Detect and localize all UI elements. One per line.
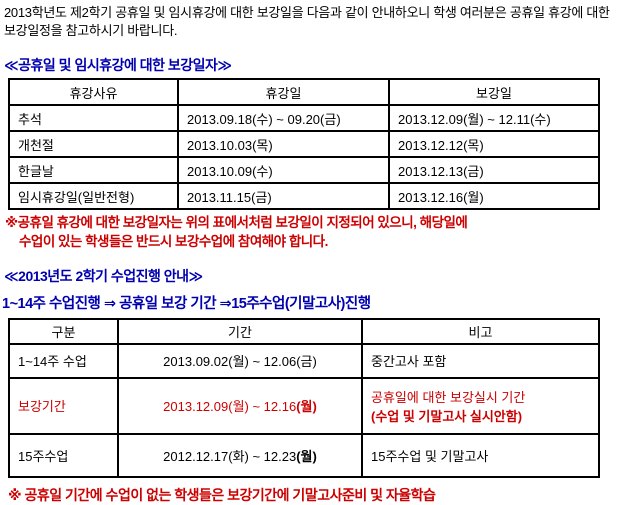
- section2-title: ≪2013년도 2학기 수업진행 안내≫: [4, 267, 203, 284]
- table-row-week15: 15주수업 2012.12.17(화) ~ 12.23(월) 15주수업 및 기…: [8, 432, 600, 478]
- cell-period: 2012.12.17(화) ~ 12.23(월): [117, 432, 363, 478]
- header-cancel-date: 휴강일: [177, 78, 390, 107]
- header-remarks: 비고: [361, 317, 600, 345]
- table-row-weeks1-14: 1~14주 수업 2013.09.02(월) ~ 12.06(금) 중간고사 포…: [8, 342, 600, 379]
- cell-remarks: 공휴일에 대한 보강실시 기간 (수업 및 기말고사 실시안함): [361, 376, 600, 435]
- cell-category: 보강기간: [8, 376, 119, 435]
- cell-reason: 한글날: [8, 156, 179, 185]
- intro-paragraph: 2013학년도 제2학기 공휴일 및 임시휴강에 대한 보강일을 다음과 같이 …: [4, 5, 610, 39]
- header-cancel-reason: 휴강사유: [8, 78, 179, 107]
- header-period: 기간: [117, 317, 363, 345]
- table-row-gaecheonjeol: 개천절 2013.10.03(목) 2013.12.12(목): [8, 130, 600, 159]
- makeup-notice-text: ※공휴일 휴강에 대한 보강일자는 위의 표에서처럼 보강일이 지정되어 있으니…: [5, 214, 621, 250]
- table-row-chuseok: 추석 2013.09.18(수) ~ 09.20(금) 2013.12.09(월…: [8, 104, 600, 133]
- table-row-temporary-cancel: 임시휴강일(일반전형) 2013.11.15(금) 2013.12.16(월): [8, 182, 600, 211]
- period-text: 2013.12.09(월) ~ 12.16: [163, 399, 297, 415]
- period-text: 2012.12.17(화) ~ 12.23: [163, 448, 297, 464]
- cell-period: 2013.12.09(월) ~ 12.16(월): [117, 376, 363, 435]
- cell-makeup-date: 2013.12.13(금): [388, 156, 600, 185]
- period-suffix: (월): [296, 448, 317, 464]
- cell-makeup-date: 2013.12.09(월) ~ 12.11(수): [388, 104, 600, 133]
- section2-subtitle: 1~14주 수업진행 ⇒ 공휴일 보강 기간 ⇒15주수업(기말고사)진행: [2, 295, 371, 312]
- section1-title: ≪공휴일 및 임시휴강에 대한 보강일자≫: [4, 57, 232, 74]
- cell-category: 1~14주 수업: [8, 342, 119, 379]
- cell-cancel-date: 2013.11.15(금): [177, 182, 390, 211]
- cell-reason: 추석: [8, 104, 179, 133]
- cell-makeup-date: 2013.12.12(목): [388, 130, 600, 159]
- table-row-makeup-period: 보강기간 2013.12.09(월) ~ 12.16(월) 공휴일에 대한 보강…: [8, 376, 600, 435]
- period-suffix: (월): [296, 399, 317, 415]
- cell-cancel-date: 2013.10.03(목): [177, 130, 390, 159]
- notice-line2: 수업이 있는 학생들은 반드시 보강수업에 참여해야 합니다.: [19, 233, 328, 249]
- header-category: 구분: [8, 317, 119, 345]
- holiday-makeup-table: 휴강사유 휴강일 보강일 추석 2013.09.18(수) ~ 09.20(금)…: [8, 78, 600, 211]
- table-header-row: 휴강사유 휴강일 보강일: [8, 78, 600, 107]
- cell-reason: 개천절: [8, 130, 179, 159]
- notice-line1: ※공휴일 휴강에 대한 보강일자는 위의 표에서처럼 보강일이 지정되어 있으니…: [5, 215, 468, 231]
- remarks-line1: 공휴일에 대한 보강실시 기간: [371, 389, 526, 405]
- self-study-notice: ※ 공휴일 기간에 수업이 없는 학생들은 보강기간에 기말고사준비 및 자율학…: [8, 486, 436, 503]
- cell-cancel-date: 2013.10.09(수): [177, 156, 390, 185]
- cell-remarks: 중간고사 포함: [361, 342, 600, 379]
- period-text: 2013.09.02(월) ~ 12.06(금): [163, 354, 317, 370]
- cell-remarks: 15주수업 및 기말고사: [361, 432, 600, 478]
- cell-category: 15주수업: [8, 432, 119, 478]
- semester-schedule-table: 구분 기간 비고 1~14주 수업 2013.09.02(월) ~ 12.06(…: [8, 317, 600, 478]
- table-header-row: 구분 기간 비고: [8, 317, 600, 345]
- header-makeup-date: 보강일: [388, 78, 600, 107]
- table-row-hangulnal: 한글날 2013.10.09(수) 2013.12.13(금): [8, 156, 600, 185]
- cell-makeup-date: 2013.12.16(월): [388, 182, 600, 211]
- cell-cancel-date: 2013.09.18(수) ~ 09.20(금): [177, 104, 390, 133]
- remarks-line2: (수업 및 기말고사 실시안함): [371, 408, 523, 424]
- cell-period: 2013.09.02(월) ~ 12.06(금): [117, 342, 363, 379]
- cell-reason: 임시휴강일(일반전형): [8, 182, 179, 211]
